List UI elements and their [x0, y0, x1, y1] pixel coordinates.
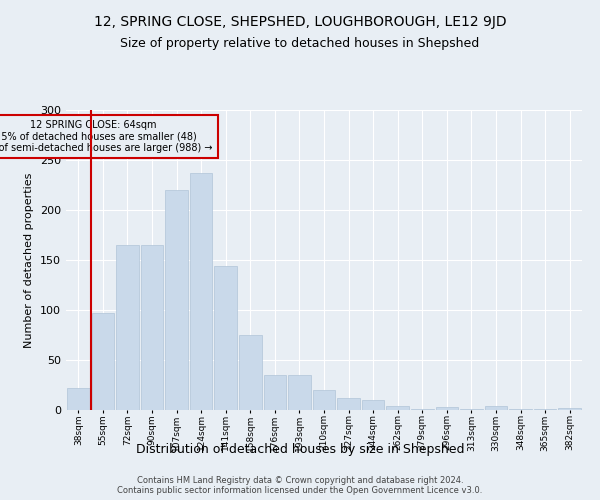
- Text: Size of property relative to detached houses in Shepshed: Size of property relative to detached ho…: [121, 38, 479, 51]
- Bar: [190, 173, 212, 410]
- Y-axis label: Number of detached properties: Number of detached properties: [25, 172, 34, 348]
- Bar: [313, 390, 335, 410]
- Text: Distribution of detached houses by size in Shepshed: Distribution of detached houses by size …: [136, 442, 464, 456]
- Bar: [411, 409, 434, 410]
- Bar: [559, 408, 581, 410]
- Text: Contains HM Land Registry data © Crown copyright and database right 2024.: Contains HM Land Registry data © Crown c…: [137, 476, 463, 485]
- Text: Contains public sector information licensed under the Open Government Licence v3: Contains public sector information licen…: [118, 486, 482, 495]
- Bar: [67, 388, 89, 410]
- Bar: [239, 335, 262, 410]
- Bar: [263, 375, 286, 410]
- Bar: [337, 398, 360, 410]
- Bar: [116, 245, 139, 410]
- Bar: [485, 406, 508, 410]
- Bar: [460, 409, 483, 410]
- Text: 12 SPRING CLOSE: 64sqm
← 5% of detached houses are smaller (48)
95% of semi-deta: 12 SPRING CLOSE: 64sqm ← 5% of detached …: [0, 120, 213, 153]
- Bar: [288, 375, 311, 410]
- Bar: [165, 190, 188, 410]
- Bar: [436, 407, 458, 410]
- Bar: [509, 409, 532, 410]
- Bar: [140, 245, 163, 410]
- Bar: [92, 313, 114, 410]
- Bar: [362, 400, 385, 410]
- Bar: [386, 406, 409, 410]
- Bar: [214, 266, 237, 410]
- Bar: [534, 409, 556, 410]
- Text: 12, SPRING CLOSE, SHEPSHED, LOUGHBOROUGH, LE12 9JD: 12, SPRING CLOSE, SHEPSHED, LOUGHBOROUGH…: [94, 15, 506, 29]
